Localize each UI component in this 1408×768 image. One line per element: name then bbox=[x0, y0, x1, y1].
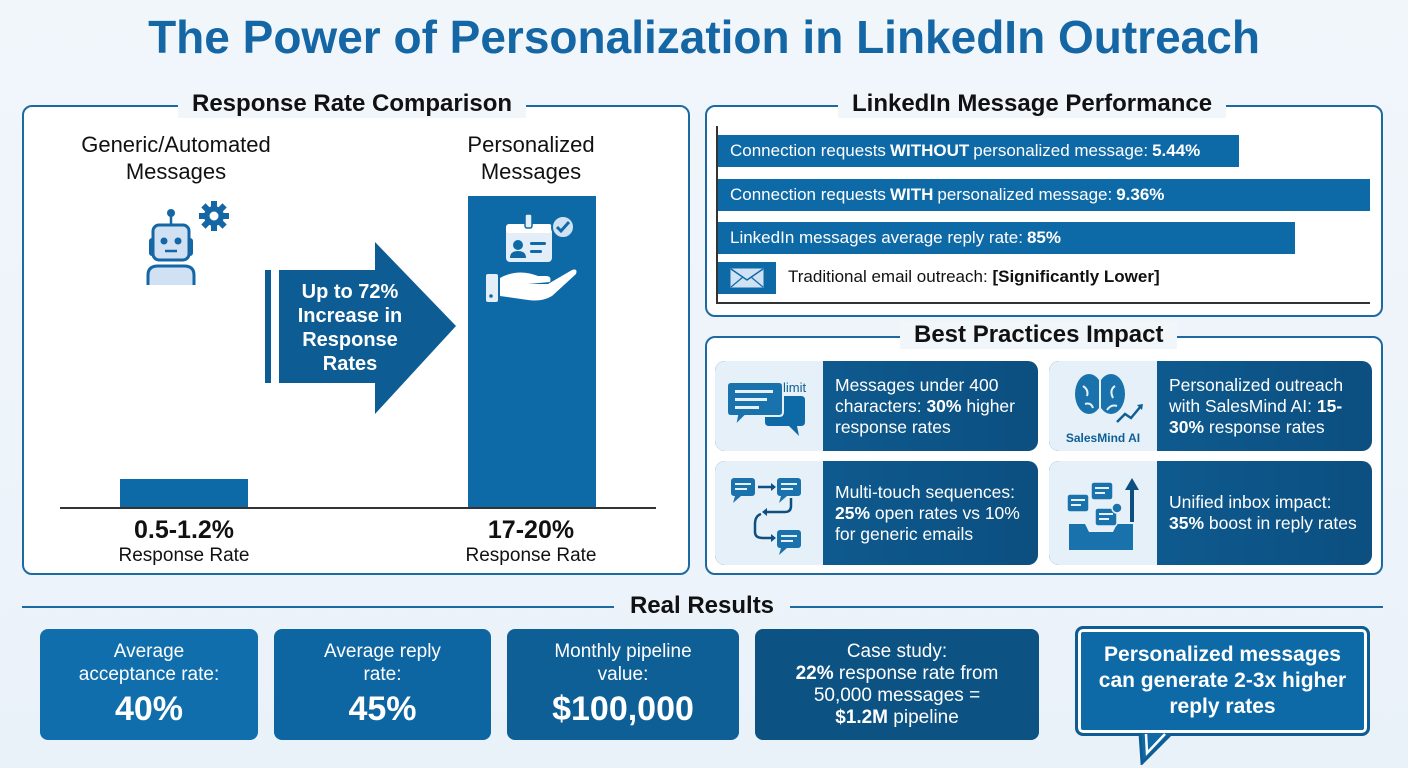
perf-bar-text: personalized message: bbox=[973, 141, 1149, 160]
increase-arrow bbox=[262, 240, 458, 416]
real-results-divider-left bbox=[22, 606, 614, 608]
result-label-line1: Average bbox=[113, 640, 185, 662]
case-line2-rest: response rate from bbox=[838, 662, 999, 684]
arrow-line3: Response bbox=[302, 329, 398, 351]
email-row-label: Traditional email outreach: bbox=[788, 267, 988, 286]
result-label-line1: Average reply bbox=[324, 640, 441, 662]
svg-text:limit: limit bbox=[783, 380, 806, 395]
bp-bold: 35% bbox=[1169, 513, 1205, 533]
best-practices-title: Best Practices Impact bbox=[900, 321, 1178, 349]
perf-bar-reply: LinkedIn messages average reply rate: 85… bbox=[718, 222, 1295, 254]
bp-pre: Messages under 400 characters: bbox=[835, 374, 999, 416]
best-practice-card-unified-inbox: Unified inbox impact: 35% boost in reply… bbox=[1049, 461, 1372, 565]
result-card-reply: Average reply rate: 45% bbox=[274, 629, 491, 740]
perf-bar-bold: WITH bbox=[889, 185, 934, 204]
personalized-value: 17-20% bbox=[487, 516, 575, 544]
best-practice-card-multi-touch: Multi-touch sequences: 25% open rates vs… bbox=[715, 461, 1038, 565]
perf-bar-without: Connection requests WITHOUT personalized… bbox=[718, 135, 1239, 167]
sequence-flow-icon bbox=[715, 461, 823, 565]
bp-pre: Multi-touch sequences: bbox=[835, 481, 1015, 502]
best-practice-card-message-length: limit Messages under 400 characters: 30%… bbox=[715, 361, 1038, 451]
unified-inbox-icon bbox=[1049, 461, 1157, 565]
robot-gear-icon bbox=[140, 200, 232, 288]
callout-bubble: Personalized messages can generate 2-3x … bbox=[1075, 626, 1370, 736]
perf-bar-text: LinkedIn messages average reply rate: bbox=[730, 228, 1023, 247]
bp-post: boost in reply rates bbox=[1208, 513, 1357, 533]
perf-bar-bold: WITHOUT bbox=[889, 141, 970, 160]
id-card-hand-check-icon bbox=[480, 210, 584, 310]
real-results-title: Real Results bbox=[629, 592, 775, 619]
result-value: 45% bbox=[348, 689, 417, 728]
bp-pre: Unified inbox impact: bbox=[1169, 492, 1332, 512]
perf-bar-text: Connection requests bbox=[730, 185, 886, 204]
result-value: $100,000 bbox=[552, 689, 694, 728]
increase-arrow-text: Up to 72% Increase in Response Rates bbox=[280, 280, 420, 376]
result-label-line2: rate: bbox=[363, 663, 402, 685]
perf-bar-with: Connection requests WITH personalized me… bbox=[718, 179, 1370, 211]
callout-tail bbox=[1138, 731, 1178, 767]
case-line3: 50,000 messages = bbox=[813, 684, 981, 706]
page-title: The Power of Personalization in LinkedIn… bbox=[148, 11, 1260, 63]
case-line2-bold: 22% bbox=[795, 662, 834, 684]
generic-heading-line2: Messages bbox=[125, 159, 227, 184]
envelope-icon bbox=[718, 262, 776, 294]
email-row-text: Traditional email outreach: [Significant… bbox=[788, 267, 1160, 287]
comparison-title: Response Rate Comparison bbox=[178, 90, 527, 118]
perf-bar-value: 9.36% bbox=[1116, 185, 1165, 204]
personalized-value-label: Response Rate bbox=[465, 545, 597, 566]
personalized-heading: Personalized Messages bbox=[416, 131, 646, 185]
chart-baseline bbox=[60, 507, 656, 509]
bp-bold: 15-30% bbox=[1169, 395, 1343, 437]
case-line4: $1.2M pipeline bbox=[835, 707, 959, 729]
generic-value-label: Response Rate bbox=[118, 545, 250, 566]
bp-pre: Personalized outreach with SalesMind AI: bbox=[1169, 374, 1344, 416]
performance-title: LinkedIn Message Performance bbox=[838, 90, 1227, 118]
perf-bar-value: 85% bbox=[1026, 228, 1061, 247]
bp-bold: 30% bbox=[926, 395, 962, 416]
perf-bar-value: 5.44% bbox=[1152, 141, 1201, 160]
best-practice-card-salesmind: SalesMind AI Personalized outreach with … bbox=[1049, 361, 1372, 451]
perf-bar-text: Connection requests bbox=[730, 141, 886, 160]
result-card-pipeline: Monthly pipeline value: $100,000 bbox=[507, 629, 739, 740]
best-practice-text: Messages under 400 characters: 30% highe… bbox=[823, 361, 1038, 451]
case-line4-rest: pipeline bbox=[893, 706, 959, 728]
callout-text: Personalized messages can generate 2-3x … bbox=[1098, 643, 1347, 718]
email-row-value: [Significantly Lower] bbox=[992, 267, 1160, 286]
performance-axis-x bbox=[716, 302, 1370, 304]
personalized-heading-line1: Personalized bbox=[467, 132, 595, 157]
arrow-line1: Up to 72% bbox=[301, 281, 399, 303]
result-label-line1: Monthly pipeline bbox=[554, 640, 692, 662]
bp-bold: 25% bbox=[835, 502, 871, 523]
result-value: 40% bbox=[114, 689, 184, 728]
bp-post: higher response rates bbox=[835, 395, 1015, 437]
generic-heading-line1: Generic/Automated bbox=[81, 132, 271, 157]
best-practice-text: Unified inbox impact: 35% boost in reply… bbox=[1157, 461, 1372, 565]
perf-bar-text: personalized message: bbox=[937, 185, 1113, 204]
result-card-case-study: Case study: 22% response rate from 50,00… bbox=[755, 629, 1039, 740]
generic-value: 0.5-1.2% bbox=[133, 516, 235, 544]
generic-bar bbox=[120, 479, 248, 508]
chat-bubbles-limit-icon: limit bbox=[715, 361, 823, 451]
brain-growth-icon: SalesMind AI bbox=[1049, 361, 1157, 451]
case-line2: 22% response rate from bbox=[796, 663, 999, 685]
real-results-divider-right bbox=[790, 606, 1383, 608]
bp-post: open rates vs 10% for generic emails bbox=[835, 502, 1020, 544]
best-practice-text: Multi-touch sequences: 25% open rates vs… bbox=[823, 461, 1038, 565]
performance-axis-y bbox=[716, 126, 718, 304]
svg-text:SalesMind AI: SalesMind AI bbox=[1066, 431, 1140, 445]
case-line4-bold: $1.2M bbox=[835, 706, 889, 728]
arrow-line2: Increase in bbox=[297, 305, 403, 327]
arrow-line4: Rates bbox=[322, 353, 378, 375]
case-line1: Case study: bbox=[846, 640, 948, 662]
generic-heading: Generic/Automated Messages bbox=[56, 131, 296, 185]
result-label-line2: value: bbox=[597, 663, 649, 685]
bp-post: response rates bbox=[1208, 416, 1325, 437]
best-practice-text: Personalized outreach with SalesMind AI:… bbox=[1157, 361, 1372, 451]
result-card-acceptance: Average acceptance rate: 40% bbox=[40, 629, 258, 740]
result-label-line2: acceptance rate: bbox=[78, 663, 220, 685]
personalized-heading-line2: Messages bbox=[480, 159, 582, 184]
